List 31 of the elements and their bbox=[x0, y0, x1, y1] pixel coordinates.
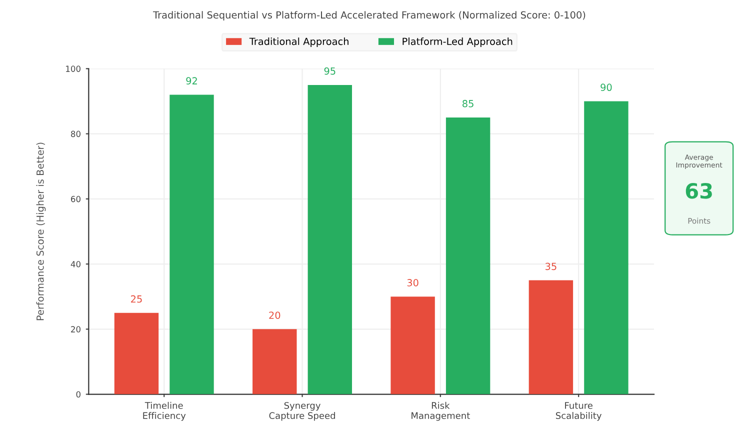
data-label: 92 bbox=[186, 77, 197, 84]
chart-title: Traditional Sequential vs Platform-Led Accelerated Framework (Normalized Score: 0-100) bbox=[153, 11, 586, 20]
text: 63 bbox=[686, 182, 712, 199]
y-tick-label: 0 bbox=[76, 391, 80, 398]
bar bbox=[252, 329, 297, 394]
x-tick-label: Risk Management bbox=[412, 402, 470, 421]
y-tick-label: 40 bbox=[70, 261, 80, 268]
y-tick-label: 80 bbox=[71, 130, 80, 138]
y-tick-label: 100 bbox=[66, 66, 80, 72]
data-label: 35 bbox=[546, 262, 556, 270]
bar bbox=[308, 84, 352, 394]
bar bbox=[114, 312, 159, 394]
data-label: 25 bbox=[131, 295, 142, 303]
bar bbox=[446, 118, 490, 394]
bar bbox=[528, 280, 574, 394]
bar bbox=[390, 296, 435, 394]
legend-label: Traditional Approach bbox=[249, 38, 348, 47]
y-axis-title: Performance Score (Higher is Better) bbox=[36, 142, 46, 320]
y-tick-label: 60 bbox=[71, 196, 80, 202]
x-tick-label: Synergy Capture Speed bbox=[269, 402, 335, 421]
x-tick-label: Timeline Efficiency bbox=[143, 402, 186, 421]
bar bbox=[584, 101, 628, 394]
data-label: 20 bbox=[269, 312, 280, 319]
data-label: 30 bbox=[407, 279, 418, 286]
data-label: 95 bbox=[324, 67, 336, 75]
data-label: 85 bbox=[462, 100, 474, 108]
data-label: 90 bbox=[600, 84, 612, 92]
legend-label: Platform-Led Approach bbox=[402, 38, 512, 47]
bar bbox=[170, 94, 214, 394]
x-tick-label: Future Scalability bbox=[556, 402, 602, 421]
y-tick-label: 20 bbox=[71, 326, 80, 332]
